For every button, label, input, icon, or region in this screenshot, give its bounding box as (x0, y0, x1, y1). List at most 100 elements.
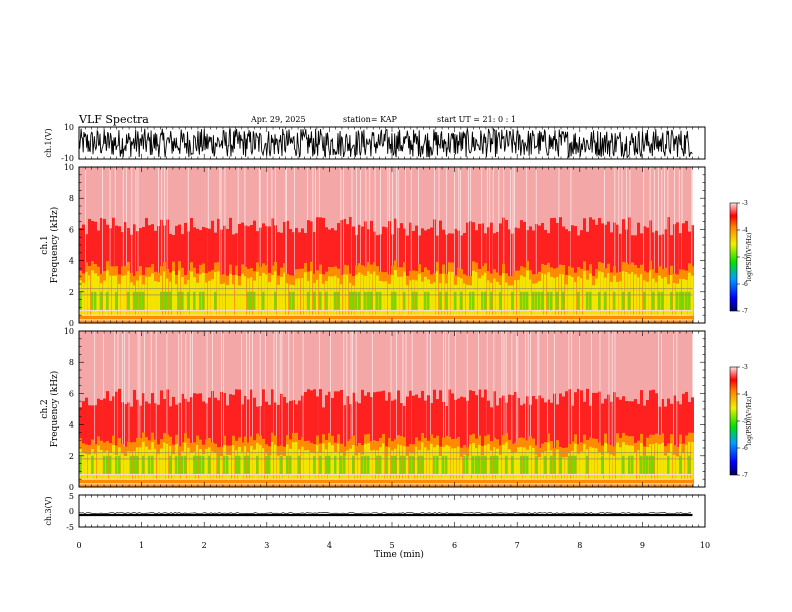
spec-white-streak (470, 167, 472, 277)
spec-yellow-column (682, 453, 685, 480)
spec-green-column (541, 291, 544, 311)
spec-yellow-column (175, 284, 178, 316)
spec-red-column (304, 392, 307, 487)
spec-white-streak (220, 167, 222, 275)
spec-green-column (127, 291, 130, 311)
spec-yellow-column (469, 444, 472, 480)
spec-yellow-column (418, 273, 422, 316)
spec-red-column (277, 404, 280, 487)
spec-yellow-column (595, 278, 598, 316)
spec-white-streak (618, 167, 620, 273)
spec-yellow-column (670, 443, 673, 480)
spec-yellow-column (517, 447, 520, 480)
spec-white-streak (392, 167, 393, 266)
spec-white-streak (102, 331, 104, 441)
spec-green-column (628, 455, 631, 475)
spec-yellow-column (340, 284, 343, 316)
spec-green-column (523, 455, 526, 475)
spec-white-streak (285, 167, 287, 264)
spec-yellow-column (478, 278, 482, 316)
spec-yellow-column (385, 281, 388, 316)
spec-yellow-column (562, 457, 565, 480)
spec-white-streak (266, 167, 268, 266)
spec-yellow-column (184, 284, 187, 316)
spec-green-column (574, 455, 577, 475)
spec-yellow-column (439, 455, 442, 480)
spec-yellow-column (685, 444, 688, 480)
spec-yellow-column (529, 445, 532, 480)
spec-white-streak (460, 167, 462, 270)
spec-green-column (358, 291, 361, 311)
spec-yellow-column (127, 451, 130, 480)
spec-green-column (394, 455, 397, 475)
spec-white-streak (511, 331, 513, 445)
spec-green-column (475, 455, 478, 475)
spec-white-streak (503, 331, 505, 436)
spec-yellow-column (160, 448, 163, 480)
spec-yellow-column (223, 283, 226, 316)
spec-yellow-column (664, 455, 667, 480)
spec-yellow-column (397, 276, 400, 316)
spec-yellow-column (451, 448, 454, 480)
ch3-ytick-middle: 0 (69, 507, 74, 516)
spec-yellow-column (145, 276, 148, 316)
ch1-channel-label: ch.1 (40, 235, 50, 254)
spec-green-column (442, 455, 445, 475)
spec-white-streak (150, 331, 152, 441)
spec-white-streak (653, 167, 655, 270)
spec-green-column (688, 291, 691, 311)
figure-title: VLF Spectra (79, 113, 149, 126)
spec-yellow-column (625, 444, 629, 480)
spec-green-column (481, 455, 484, 475)
freq-tick-label: 10 (64, 327, 74, 336)
spec-yellow-column (553, 277, 556, 316)
spec-green-column (643, 291, 646, 311)
spec-white-streak (604, 167, 605, 269)
freq-tick-label: 8 (69, 358, 74, 367)
freq-tick-label: 6 (69, 225, 74, 234)
spec-white-streak (433, 167, 435, 273)
spec-red-column (238, 223, 241, 323)
ch2-colorbar-scale (729, 366, 738, 476)
spec-red-column (310, 390, 313, 487)
spec-white-streak (346, 331, 348, 441)
ch1-ytick-bottom: -10 (61, 154, 74, 163)
spec-red-column (103, 218, 106, 323)
ch2-colorbar: -3 -4 -5 -6 -7 log(PSD)(V²/Hz) (729, 364, 753, 479)
spec-yellow-column (268, 282, 271, 316)
spec-yellow-column (316, 279, 319, 316)
spec-white-streak (315, 167, 316, 274)
spec-white-streak (397, 167, 399, 268)
spec-white-streak (124, 331, 125, 447)
spec-green-column (661, 291, 664, 311)
spec-yellow-column (139, 447, 142, 480)
spec-white-streak (374, 167, 376, 263)
time-tick-label: 7 (515, 541, 520, 550)
spec-white-streak (591, 331, 592, 438)
spec-yellow-column (241, 451, 244, 480)
spec-green-column (496, 455, 499, 475)
spec-line-band (79, 319, 693, 321)
spec-white-streak (537, 331, 539, 446)
spec-yellow-column (571, 276, 574, 316)
spec-yellow-column (103, 280, 107, 316)
spec-yellow-column (190, 452, 193, 480)
spec-green-column (115, 291, 118, 311)
spec-yellow-column (673, 454, 676, 480)
time-tick-label: 5 (389, 541, 394, 550)
spec-yellow-column (220, 284, 223, 316)
spec-red-column (319, 389, 322, 487)
spec-red-column (535, 399, 538, 487)
spec-green-column (490, 455, 493, 475)
spec-green-column (181, 291, 184, 311)
ch1-ticks (78, 127, 706, 159)
spec-white-streak (365, 167, 367, 267)
spec-red-column (412, 395, 415, 487)
spec-white-streak (350, 331, 352, 440)
spec-red-column (514, 391, 517, 487)
spec-yellow-column (112, 275, 116, 316)
spec-white-streak (626, 167, 627, 263)
spec-red-column (577, 388, 580, 487)
spec-white-streak (244, 167, 246, 267)
spec-yellow-column (277, 455, 280, 480)
